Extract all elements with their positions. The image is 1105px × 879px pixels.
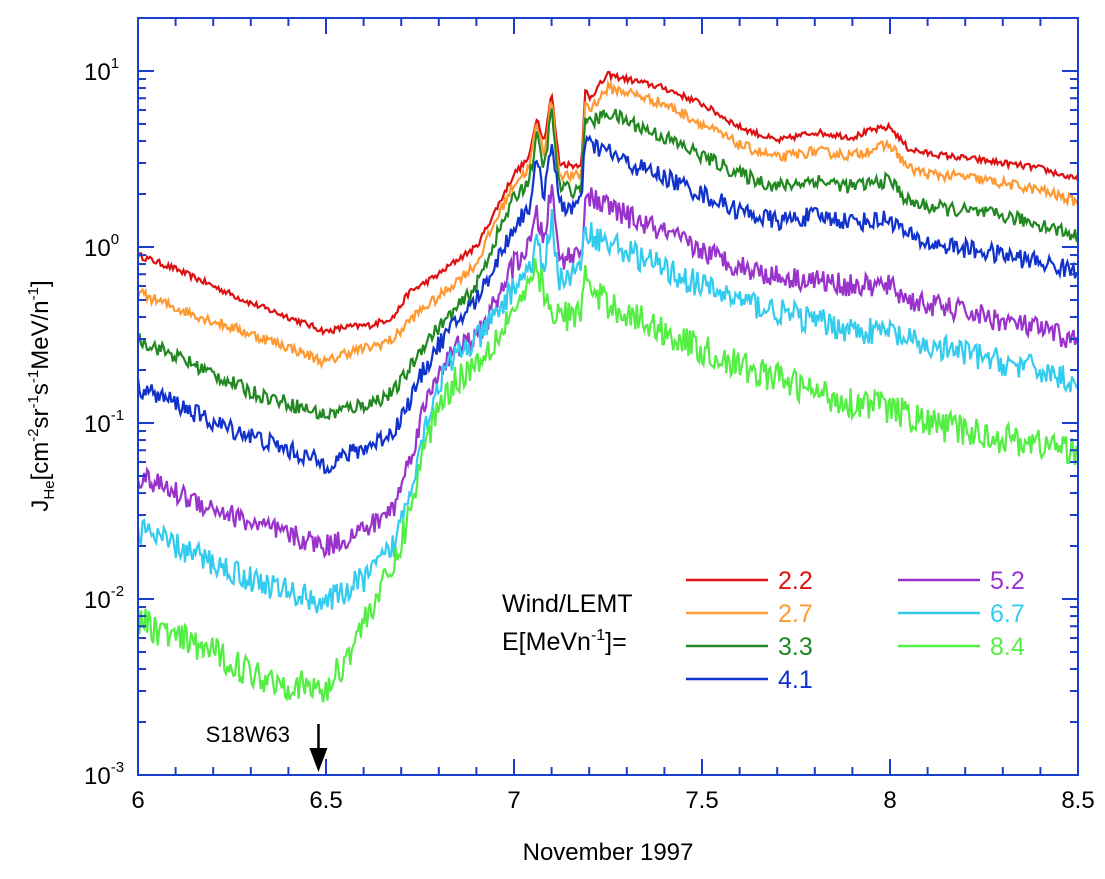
y-axis-label-unit-6: MeV/n (27, 300, 54, 369)
y-tick-label-base: 10 (84, 59, 111, 86)
y-axis-label-unit-3: -1 (25, 395, 42, 408)
legend-label-3.3: 3.3 (778, 633, 813, 661)
annotation-label: S18W63 (206, 722, 290, 747)
y-tick-label: 100 (84, 231, 119, 262)
ticks-layer (137, 17, 1079, 776)
legend-label-4.1: 4.1 (778, 666, 813, 694)
series-line-2.2 (136, 71, 1080, 336)
legend-label-2.7: 2.7 (778, 600, 813, 628)
x-tick-label: 8.5 (1061, 787, 1094, 814)
x-tick-labels: 6 6.5 7 7.5 8 8.5 (131, 787, 1094, 814)
x-tick-label: 7.5 (685, 787, 718, 814)
y-tick-label-exp: 0 (111, 231, 119, 248)
y-axis-label-unit-4: s (27, 383, 54, 395)
x-tick-label: 6.5 (309, 787, 342, 814)
y-tick-label-base: 10 (84, 411, 111, 438)
y-tick-label: 10-1 (84, 407, 124, 438)
y-axis-label-unit-7: -1 (25, 287, 42, 300)
x-tick-label: 7 (507, 787, 520, 814)
series-line-2.7 (136, 79, 1080, 370)
x-tick-label: 6 (131, 787, 144, 814)
y-tick-label: 10-3 (84, 759, 124, 790)
y-tick-label-exp: -1 (111, 407, 124, 424)
y-axis-label-main: J (27, 500, 54, 512)
y-tick-label-base: 10 (84, 763, 111, 790)
legend-label-6.7: 6.7 (990, 600, 1025, 628)
legend-title-line2-pre: E[MeVn (502, 628, 591, 656)
legend-entries: 2.2 2.7 3.3 4.1 5.2 6.7 8.4 (686, 567, 1025, 694)
y-tick-label: 10-2 (84, 583, 124, 614)
y-axis-label-unit-0: [cm (27, 442, 54, 481)
legend: Wind/LEMT E[MeVn-1]= 2.2 2.7 3.3 4.1 5.2 6.7 8… (502, 567, 1025, 694)
x-tick-label: 8 (883, 787, 896, 814)
legend-title-line2-sup: -1 (591, 627, 605, 644)
y-axis-label-unit-2: sr (27, 408, 54, 428)
x-axis-label: November 1997 (523, 839, 694, 866)
y-axis-label-sub: He (41, 480, 58, 499)
legend-title-line1: Wind/LEMT (502, 590, 633, 618)
y-tick-label-exp: -3 (111, 759, 124, 776)
y-tick-label-base: 10 (84, 587, 111, 614)
legend-label-8.4: 8.4 (990, 633, 1025, 661)
series-line-4.1 (136, 134, 1079, 475)
y-tick-label: 101 (84, 55, 119, 86)
series-layer (136, 71, 1080, 703)
y-axis-label-unit-1: -2 (25, 428, 42, 441)
plot-frame (137, 17, 1079, 776)
y-tick-label-exp: -2 (111, 583, 124, 600)
legend-title-line2: E[MeVn-1]= (502, 627, 627, 656)
y-tick-label-base: 10 (84, 235, 111, 262)
legend-title-line2-post: ]= (605, 628, 627, 656)
y-tick-label-exp: 1 (111, 55, 119, 72)
y-axis-label-unit-8: ] (27, 280, 54, 287)
legend-label-2.2: 2.2 (778, 567, 813, 595)
y-axis-label-unit-5: -1 (25, 370, 42, 383)
series-line-8.4 (136, 258, 1079, 703)
series-line-3.3 (136, 108, 1079, 421)
annotation: S18W63 (206, 722, 328, 772)
legend-label-5.2: 5.2 (990, 567, 1025, 595)
y-axis-label: JHe[cm-2sr-1s-1MeV/n-1] (25, 280, 58, 511)
annotation-arrow-head (309, 748, 328, 772)
series-line-5.2 (136, 184, 1080, 559)
series-line-6.7 (136, 208, 1079, 614)
